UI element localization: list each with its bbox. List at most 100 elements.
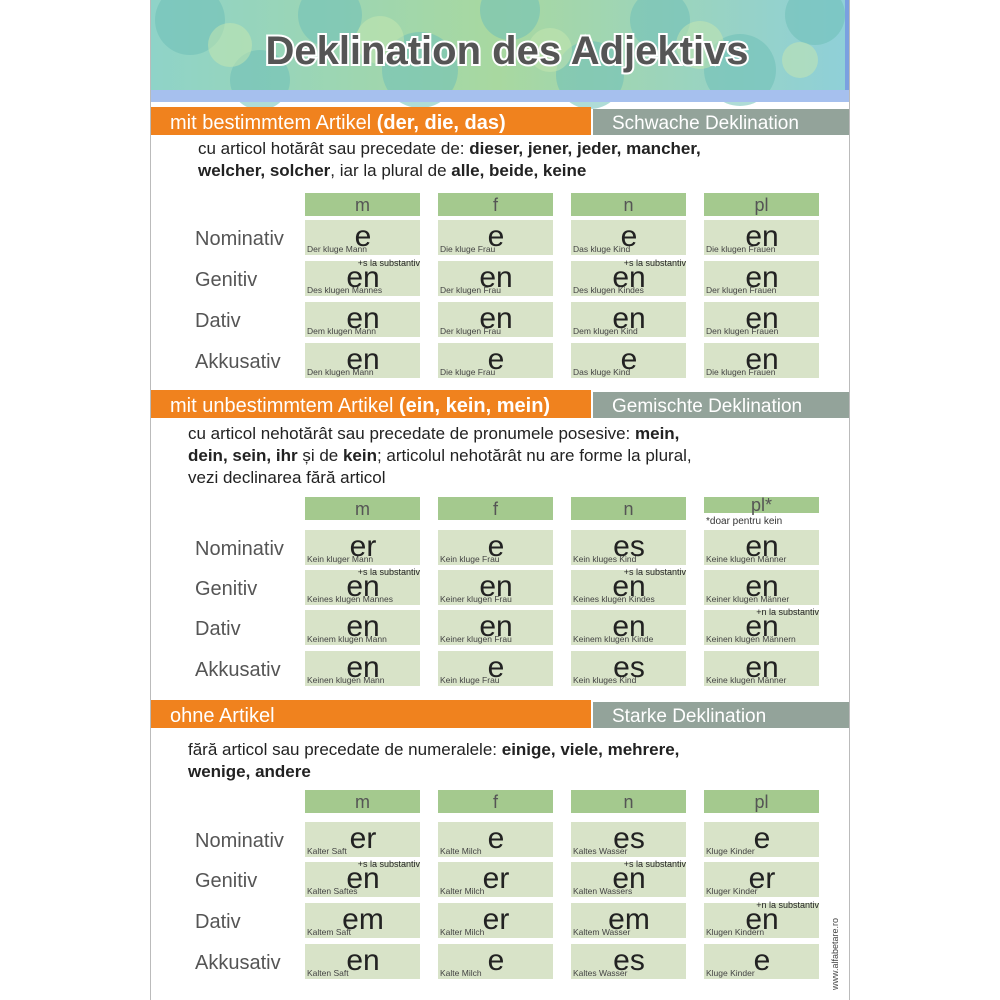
cell [305, 610, 420, 645]
case-label: Dativ [195, 310, 241, 332]
cell [305, 944, 420, 979]
cell [305, 903, 420, 938]
example: Kalten Saft [307, 968, 349, 978]
column-header [704, 497, 819, 513]
ending: en [612, 570, 645, 603]
cell [571, 530, 686, 565]
ending: e [488, 944, 505, 977]
cell-note: +s la substantiv [358, 258, 421, 268]
cell [438, 570, 553, 605]
example: Kein kluges Kind [573, 675, 637, 685]
description-run: și de [298, 446, 343, 465]
column-note: *doar pentru kein [706, 516, 782, 527]
title-banner [151, 0, 849, 110]
column-label: n [623, 792, 633, 812]
ending: es [613, 822, 645, 855]
example: Den klugen Mann [307, 367, 374, 377]
ending: e [621, 220, 638, 253]
example: Kaltes Wasser [573, 968, 628, 978]
description-run: dein, sein, ihr [188, 446, 298, 465]
description-run: mein, [635, 424, 679, 443]
heading-run: ohne Artikel [170, 705, 275, 727]
footer: www.alfabetare.ro [830, 918, 840, 991]
cell [571, 302, 686, 337]
column-header [438, 497, 553, 520]
example: Kein kluger Mann [307, 554, 373, 564]
cell [571, 944, 686, 979]
cell [571, 261, 686, 296]
case-label: Dativ [195, 911, 241, 933]
example: Dem klugen Kind [573, 326, 638, 336]
example: Keiner klugen Frau [440, 634, 512, 644]
case-label: Akkusativ [195, 351, 281, 373]
ending: e [488, 822, 505, 855]
ending: en [479, 570, 512, 603]
section-bar [151, 700, 591, 728]
ending: en [745, 220, 778, 253]
example: Keinen klugen Mann [307, 675, 385, 685]
cell [438, 651, 553, 686]
type-bar [593, 702, 849, 728]
ending: en [346, 944, 379, 977]
ending: en [612, 862, 645, 895]
cell [305, 530, 420, 565]
cell [704, 302, 819, 337]
cell [571, 903, 686, 938]
cell [571, 570, 686, 605]
cell [305, 651, 420, 686]
ending: en [745, 530, 778, 563]
description-line: vezi declinarea fără articol [188, 468, 385, 487]
cell [704, 261, 819, 296]
cell [571, 651, 686, 686]
description-run: fără articol sau precedate de numeralele… [188, 740, 502, 759]
case-label: Akkusativ [195, 659, 281, 681]
cell [438, 261, 553, 296]
cell [571, 610, 686, 645]
cell-note: +s la substantiv [624, 258, 687, 268]
column-label: pl [754, 195, 768, 215]
ending: e [621, 343, 638, 376]
cell [438, 862, 553, 897]
column-header [305, 497, 420, 520]
ending: es [613, 944, 645, 977]
case-label: Nominativ [195, 830, 284, 852]
column-label: m [355, 195, 370, 215]
column-label: m [355, 792, 370, 812]
ending: er [350, 822, 377, 855]
example: Keiner klugen Männer [706, 594, 789, 604]
description-line: fără articol sau precedate de numeralele… [188, 740, 679, 759]
example: Keinen klugen Männern [706, 634, 796, 644]
cell [438, 302, 553, 337]
description-run: dieser, jener, jeder, mancher, [469, 139, 701, 158]
column-header [571, 497, 686, 520]
ending: en [612, 610, 645, 643]
column-header [571, 193, 686, 216]
cell [305, 343, 420, 378]
deklination-type: Gemischte Deklination [612, 396, 802, 417]
description-run: wenige, andere [187, 762, 311, 781]
ending: en [346, 343, 379, 376]
cell [704, 220, 819, 255]
column-label: f [493, 792, 499, 812]
column-label: n [623, 499, 633, 519]
example: Keine klugen Männer [706, 675, 787, 685]
example: Keiner klugen Frau [440, 594, 512, 604]
ending: er [483, 903, 510, 936]
case-label: Nominativ [195, 538, 284, 560]
column-label: pl* [751, 495, 772, 515]
cell [305, 302, 420, 337]
cell [305, 862, 420, 897]
cell [704, 944, 819, 979]
example: Der klugen Frau [440, 326, 501, 336]
description-run: vezi declinarea fără articol [188, 468, 385, 487]
ending: e [488, 343, 505, 376]
cell-note: +n la substantiv [756, 607, 819, 617]
ending: em [342, 903, 384, 936]
example: Keine klugen Männer [706, 554, 787, 564]
case-label: Nominativ [195, 228, 284, 250]
cell [704, 862, 819, 897]
ending: es [613, 651, 645, 684]
description-line: dein, sein, ihr și de kein; articolul ne… [188, 446, 692, 465]
cell [704, 343, 819, 378]
ending: en [612, 302, 645, 335]
